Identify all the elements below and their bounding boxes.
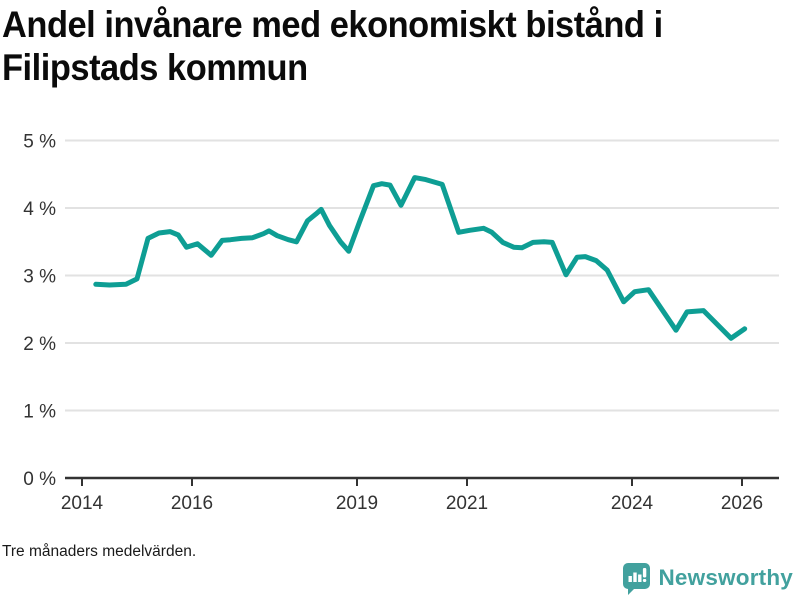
- x-axis-label: 2019: [336, 493, 378, 514]
- data-series-line: [93, 175, 748, 341]
- exclamation-dot: [643, 578, 647, 582]
- line-chart: 0 % 1 % 2 % 3 % 4 % 5 % 2014 2016 2019 2021 2024 20…: [23, 132, 779, 514]
- y-axis-label: 1 %: [23, 402, 56, 423]
- y-axis-label: 2 %: [23, 334, 56, 355]
- x-axis-label: 2026: [721, 493, 763, 514]
- newsworthy-logo: Newsworthy: [622, 562, 793, 595]
- y-axis-label: 5 %: [23, 132, 56, 153]
- bar-1: [628, 575, 633, 582]
- x-axis-label: 2014: [61, 493, 104, 514]
- bar-3: [638, 574, 642, 582]
- y-axis-label: 3 %: [23, 267, 56, 288]
- chart-title: Andel invånare med ekonomiskt bistånd i …: [2, 4, 663, 88]
- newsworthy-wordmark: Newsworthy: [658, 565, 793, 590]
- x-axis-label: 2024: [611, 493, 654, 514]
- y-axis-label: 4 %: [23, 199, 56, 220]
- exclamation-stem: [643, 567, 647, 577]
- chart-note: Tre månaders medelvärden.: [2, 543, 197, 560]
- y-axis-label: 0 %: [23, 469, 56, 490]
- x-axis-label: 2016: [171, 493, 213, 514]
- bar-2: [633, 572, 638, 582]
- x-axis-label: 2021: [446, 493, 488, 514]
- newsworthy-logo-icon: [623, 562, 651, 595]
